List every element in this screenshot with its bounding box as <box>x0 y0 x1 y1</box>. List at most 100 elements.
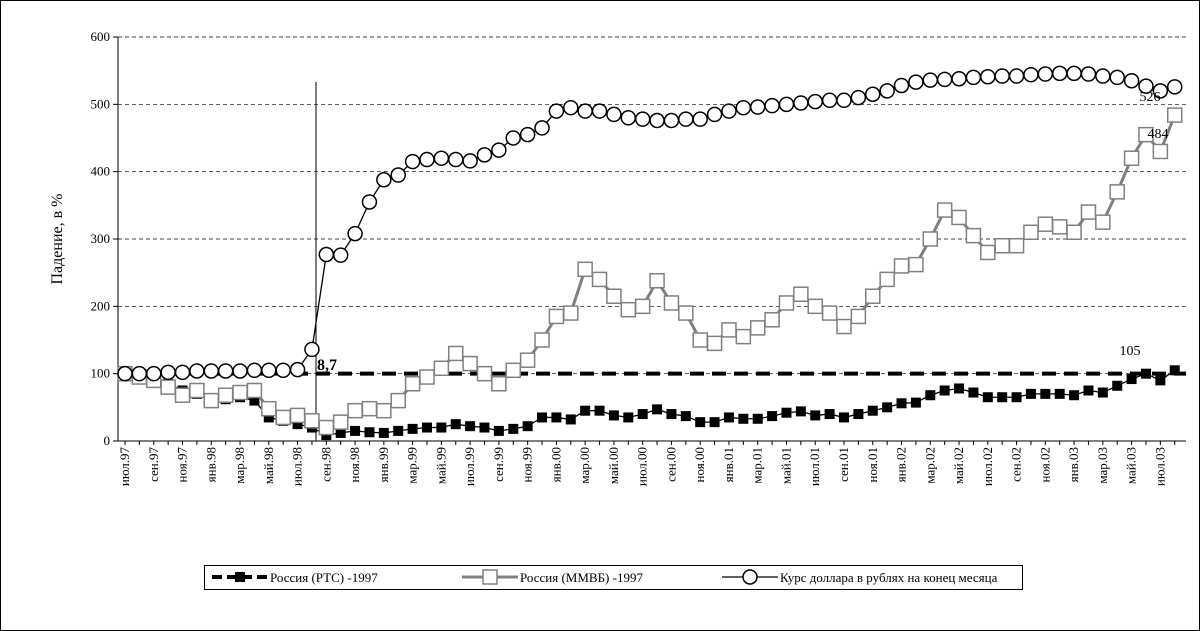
point <box>882 402 893 413</box>
point <box>781 407 792 418</box>
point <box>637 409 648 420</box>
point <box>925 390 936 401</box>
point <box>577 103 593 119</box>
point <box>508 423 519 434</box>
point <box>203 363 220 379</box>
point <box>850 308 867 325</box>
point <box>404 153 421 170</box>
point <box>217 387 234 403</box>
point <box>951 209 967 226</box>
x-tick-label: ноя.02 <box>1037 447 1052 482</box>
point <box>879 83 895 99</box>
point <box>1126 374 1137 385</box>
annotation: 526 <box>1140 90 1161 105</box>
point <box>994 237 1010 254</box>
point <box>462 153 478 169</box>
point <box>160 364 176 381</box>
point <box>1083 385 1094 396</box>
point <box>867 405 878 416</box>
legend-box <box>204 565 1023 590</box>
point <box>936 202 953 218</box>
point <box>1054 388 1065 399</box>
point <box>189 382 205 399</box>
point <box>1166 79 1183 95</box>
x-tick-label: мар.03 <box>1095 447 1110 484</box>
point <box>634 298 651 315</box>
point <box>174 364 191 381</box>
point <box>678 111 694 127</box>
point <box>563 99 579 116</box>
point <box>565 414 576 425</box>
point <box>850 89 867 106</box>
point <box>623 412 634 423</box>
point <box>318 419 335 436</box>
point <box>1040 388 1051 399</box>
point <box>189 363 205 379</box>
point <box>606 288 622 304</box>
point <box>865 86 881 102</box>
annotation: 8,7 <box>317 357 337 374</box>
x-tick-label: июл.98 <box>290 447 305 486</box>
point <box>735 99 752 116</box>
x-tick-label: июл.99 <box>462 447 477 486</box>
point <box>275 362 291 379</box>
point <box>249 395 260 406</box>
point <box>174 387 191 403</box>
x-tick-label: июл.97 <box>117 447 132 487</box>
point <box>663 112 680 129</box>
point <box>364 427 375 438</box>
x-tick-label: май.01 <box>778 447 793 484</box>
point <box>1037 66 1054 82</box>
x-tick-label: май.99 <box>433 447 448 484</box>
point <box>519 126 536 143</box>
point <box>347 225 363 242</box>
point <box>954 383 965 394</box>
point <box>793 95 809 111</box>
point <box>332 414 349 430</box>
x-tick-label: мар.02 <box>922 447 937 484</box>
point <box>433 150 450 166</box>
point <box>447 345 464 362</box>
x-tick-label: янв.00 <box>548 447 563 482</box>
point <box>1140 368 1151 379</box>
point <box>246 362 263 379</box>
point <box>563 305 579 321</box>
y-tick-label: 500 <box>91 96 111 111</box>
point <box>376 402 392 419</box>
point <box>390 167 406 183</box>
point <box>491 376 507 392</box>
point <box>982 392 993 403</box>
x-tick-label: сен.00 <box>663 447 678 482</box>
point <box>419 151 435 168</box>
point <box>980 244 996 261</box>
point <box>591 271 608 288</box>
x-tick-label: мар.01 <box>750 447 765 484</box>
point <box>893 258 910 274</box>
x-tick-label: май.98 <box>261 447 276 484</box>
point <box>1008 237 1025 254</box>
point <box>217 363 234 379</box>
point <box>738 413 749 424</box>
point <box>839 412 849 423</box>
point <box>795 406 806 417</box>
point <box>232 384 248 401</box>
point <box>551 412 562 423</box>
point <box>692 111 708 127</box>
point <box>1023 66 1039 83</box>
point <box>1109 69 1125 86</box>
point <box>939 385 950 396</box>
legend-marker <box>742 569 758 585</box>
point <box>908 256 924 273</box>
point <box>649 272 665 289</box>
point <box>404 376 421 392</box>
point <box>350 425 361 436</box>
point <box>289 407 306 424</box>
point <box>678 305 694 321</box>
x-tick-label: сен.02 <box>1009 447 1024 482</box>
point <box>361 194 378 210</box>
point <box>261 362 277 379</box>
point <box>764 97 780 114</box>
point <box>548 308 565 325</box>
x-tick-label: ноя.97 <box>175 447 190 483</box>
point <box>994 68 1010 84</box>
